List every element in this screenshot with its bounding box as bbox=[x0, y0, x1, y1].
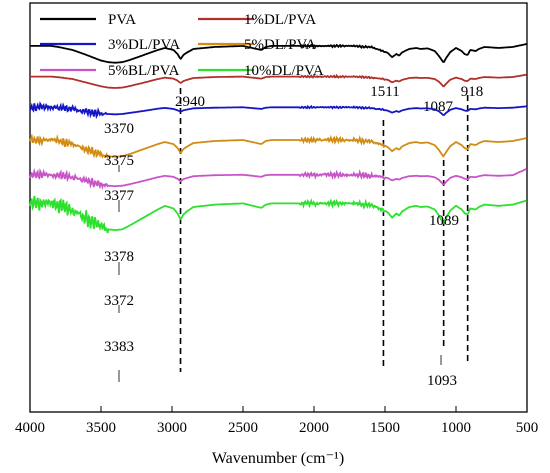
legend-label-pva: PVA bbox=[108, 12, 136, 28]
ref-label-1087: 1087 bbox=[423, 99, 454, 115]
series-line-10pct-dl-pva bbox=[29, 195, 527, 234]
peak-label: 3383 bbox=[104, 339, 134, 355]
peak-label: 3372 bbox=[104, 293, 134, 309]
legend-label-10pct-dl-pva: 10%DL/PVA bbox=[244, 63, 324, 79]
legend: PVA 1%DL/PVA 3%DL/PVA 5%DL/PVA 5%BL/PVA 10%DL… bbox=[40, 12, 324, 79]
peak-label: 3375 bbox=[104, 153, 134, 169]
series-line-5pct-bl-pva bbox=[29, 167, 528, 191]
peak-label: 1089 bbox=[429, 213, 459, 229]
annotations: 3370 3375 3377 3378 3372 3383 1089 1093 bbox=[104, 121, 459, 389]
ref-label-918: 918 bbox=[461, 84, 484, 100]
series-layer bbox=[29, 43, 528, 234]
x-tick-label: 500 bbox=[516, 420, 539, 436]
series-line-pva bbox=[30, 43, 527, 64]
x-tick-label: 3000 bbox=[157, 420, 187, 436]
peak-label: 3370 bbox=[104, 121, 134, 137]
series-line-3pct-dl-pva bbox=[29, 101, 527, 120]
ref-label-2940: 2940 bbox=[175, 94, 205, 110]
peak-label: 3377 bbox=[104, 188, 135, 204]
x-tick-label: 2500 bbox=[228, 420, 258, 436]
x-tick-label: 2000 bbox=[299, 420, 329, 436]
x-tick-label: 1000 bbox=[441, 420, 471, 436]
x-tick-label: 1500 bbox=[370, 420, 400, 436]
x-tick-label: 4000 bbox=[15, 420, 45, 436]
x-axis-label: Wavenumber (cm⁻¹) bbox=[212, 450, 344, 467]
legend-label-5pct-bl-pva: 5%BL/PVA bbox=[108, 63, 180, 79]
ref-label-1511: 1511 bbox=[370, 84, 399, 100]
x-tick-label: 3500 bbox=[86, 420, 116, 436]
peak-label: 3378 bbox=[104, 249, 134, 265]
series-line-5pct-dl-pva bbox=[29, 133, 527, 160]
reference-lines: 2940 1511 1087 918 bbox=[175, 84, 483, 372]
legend-label-3pct-dl-pva: 3%DL/PVA bbox=[108, 37, 180, 53]
legend-label-5pct-dl-pva: 5%DL/PVA bbox=[244, 37, 316, 53]
legend-label-1pct-dl-pva: 1%DL/PVA bbox=[244, 12, 316, 28]
plot-frame bbox=[29, 2, 528, 413]
series-line-1pct-dl-pva bbox=[30, 73, 527, 89]
x-axis-ticks: 4000 3500 3000 2500 2000 1500 1000 500 bbox=[15, 406, 538, 436]
peak-label: 1093 bbox=[427, 373, 457, 389]
